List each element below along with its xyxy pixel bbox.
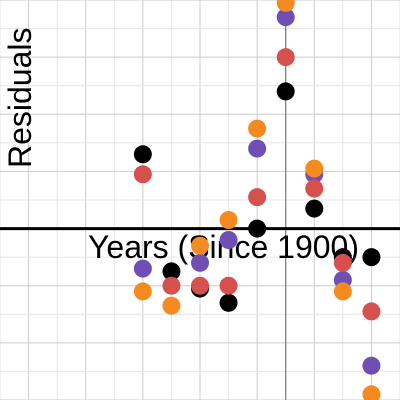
- data-point: [219, 293, 238, 312]
- series-0: [133, 82, 381, 312]
- data-points: [133, 0, 381, 400]
- series-3: [133, 0, 381, 400]
- data-point: [133, 282, 152, 301]
- data-point: [248, 119, 267, 138]
- data-point: [276, 0, 295, 12]
- data-point: [362, 356, 381, 375]
- data-point: [276, 8, 295, 27]
- data-point: [333, 282, 352, 301]
- data-point: [219, 231, 238, 249]
- data-point: [133, 165, 152, 184]
- data-point: [362, 302, 381, 321]
- data-point: [191, 276, 209, 295]
- data-point: [219, 276, 238, 295]
- data-point: [191, 236, 209, 255]
- data-point: [133, 145, 152, 164]
- data-point: [276, 48, 295, 67]
- data-point: [133, 259, 152, 278]
- data-point: [362, 248, 381, 267]
- data-point: [276, 82, 295, 101]
- data-point: [333, 253, 352, 272]
- series-2: [133, 48, 381, 321]
- data-point: [248, 219, 267, 238]
- data-point: [219, 211, 238, 229]
- data-point: [248, 188, 267, 207]
- data-point: [191, 253, 209, 272]
- data-point: [305, 159, 324, 178]
- data-point: [362, 385, 381, 400]
- data-point: [162, 262, 181, 281]
- y-axis-label: Residuals: [2, 27, 38, 168]
- data-point: [162, 276, 181, 295]
- data-point: [162, 296, 181, 315]
- data-point: [248, 139, 267, 158]
- data-point: [305, 179, 324, 198]
- data-point: [305, 199, 324, 218]
